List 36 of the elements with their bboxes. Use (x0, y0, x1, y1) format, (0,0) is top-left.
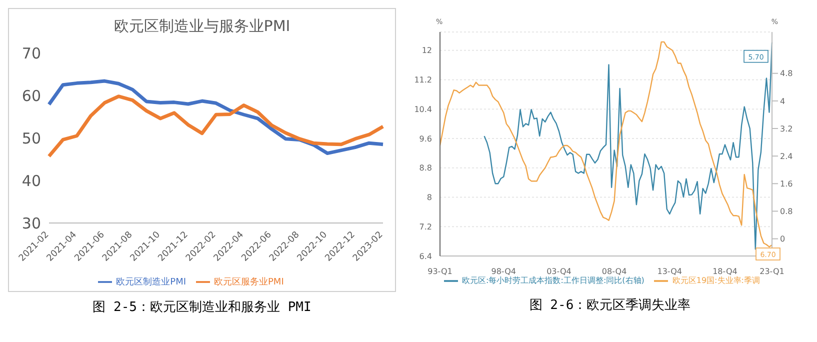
x-tick-label: 23-Q1 (760, 267, 784, 276)
x-tick-label: 18-Q4 (712, 267, 738, 276)
y-tick-label: 11.2 (414, 76, 432, 85)
x-tick-label: 08-Q4 (602, 267, 627, 276)
caption: 图 2-6：欧元区季调失业率 (529, 297, 691, 314)
y-tick-label: 10.4 (414, 104, 432, 114)
y2-tick-label: 4 (780, 96, 786, 106)
y-tick-label: 8.8 (419, 164, 432, 173)
y2-tick-label: 4.8 (780, 69, 793, 78)
caption: 图 2-5：欧元区制造业和服务业 PMI (92, 299, 312, 316)
y2-tick-label: 2.4 (780, 152, 793, 161)
x-tick-label: 03-Q4 (546, 267, 572, 276)
y-tick-label: 30 (22, 214, 41, 232)
y2-tick-label: 0.8 (780, 207, 793, 216)
line-series (47, 94, 385, 158)
y2-tick-label: 3.2 (780, 124, 793, 134)
x-tick-label: 93-Q1 (428, 267, 452, 276)
y-tick-label: 8 (426, 193, 432, 202)
y2-tick-label: 1.6 (780, 179, 793, 188)
y-tick-label: 12 (422, 46, 432, 56)
legend-label: 欧元区19国:失业率:季调 (672, 276, 760, 286)
legend-label: 欧元区制造业PMI (116, 277, 186, 288)
line-series (47, 79, 385, 156)
y-tick-label: 70 (22, 44, 41, 62)
legend-label: 欧元区服务业PMI (214, 277, 284, 288)
y-tick-label: 60 (22, 86, 41, 105)
y2-tick-label: 0 (780, 234, 786, 244)
legend-label: 欧元区:每小时劳工成本指数:工作日调整:同比(右轴) (462, 276, 644, 286)
x-tick-label: 98-Q4 (491, 267, 516, 276)
y-tick-label: 50 (22, 129, 41, 148)
y-tick-label: 7.2 (419, 222, 432, 232)
y-tick-label: 40 (22, 172, 41, 190)
y-tick-label: 6.4 (419, 252, 432, 261)
chart-title: 欧元区制造业与服务业PMI (112, 17, 292, 36)
x-tick-label: 13-Q4 (657, 267, 682, 276)
y-tick-label: 9.6 (419, 134, 432, 144)
